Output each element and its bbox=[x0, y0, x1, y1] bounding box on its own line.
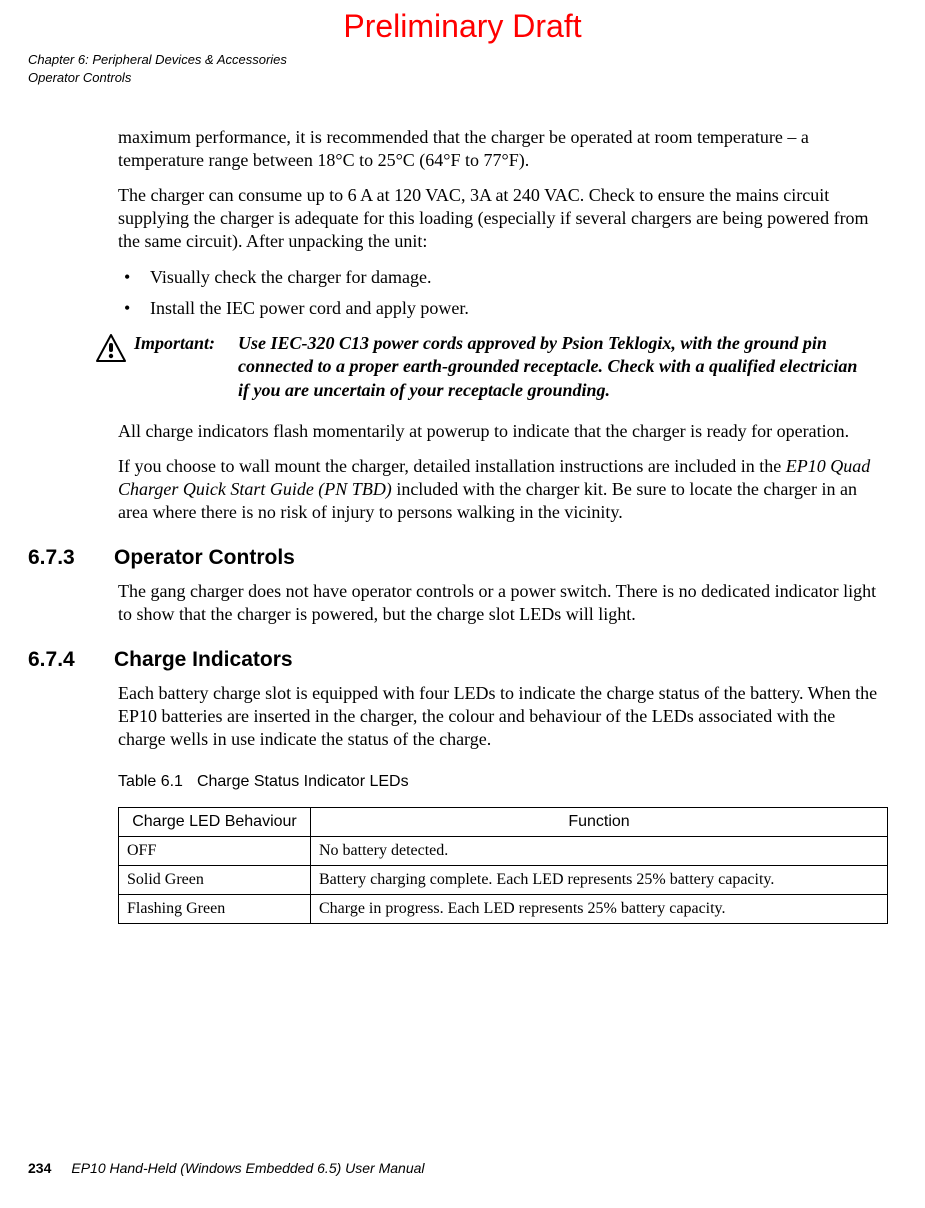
footer-title: EP10 Hand-Held (Windows Embedded 6.5) Us… bbox=[71, 1160, 424, 1176]
table-row: OFF No battery detected. bbox=[119, 837, 888, 866]
chapter-line-2: Operator Controls bbox=[28, 69, 925, 87]
paragraph-charge-slots: Each battery charge slot is equipped wit… bbox=[118, 682, 881, 751]
table-header-cell: Function bbox=[311, 808, 888, 837]
section-title: Operator Controls bbox=[114, 546, 295, 569]
table-row: Solid Green Battery charging complete. E… bbox=[119, 866, 888, 895]
charge-status-table: Charge LED Behaviour Function OFF No bat… bbox=[118, 807, 888, 924]
p4-pre: If you choose to wall mount the charger,… bbox=[118, 456, 786, 476]
chapter-header: Chapter 6: Peripheral Devices & Accessor… bbox=[0, 51, 925, 86]
important-label: Important: bbox=[134, 332, 238, 355]
paragraph-performance: maximum performance, it is recommended t… bbox=[118, 126, 881, 172]
draft-text: Preliminary Draft bbox=[343, 8, 581, 44]
section-num: 6.7.3 bbox=[28, 546, 114, 570]
warning-icon bbox=[96, 334, 130, 402]
table-row: Flashing Green Charge in progress. Each … bbox=[119, 895, 888, 924]
table-number: Table 6.1 bbox=[118, 773, 183, 790]
unpacking-bullets: Visually check the charger for damage. I… bbox=[118, 265, 881, 320]
chapter-line-1: Chapter 6: Peripheral Devices & Accessor… bbox=[28, 51, 925, 69]
page-content: maximum performance, it is recommended t… bbox=[0, 86, 925, 924]
important-text: Important:Use IEC-320 C13 power cords ap… bbox=[134, 332, 858, 402]
bullet-item: Install the IEC power cord and apply pow… bbox=[118, 296, 881, 320]
page-number: 234 bbox=[28, 1160, 51, 1176]
section-num: 6.7.4 bbox=[28, 648, 114, 672]
paragraph-indicators-flash: All charge indicators flash momentarily … bbox=[118, 420, 881, 443]
section-heading-operator-controls: 6.7.3Operator Controls bbox=[28, 546, 881, 570]
table-cell: Solid Green bbox=[119, 866, 311, 895]
section-title: Charge Indicators bbox=[114, 648, 293, 671]
paragraph-gang-charger: The gang charger does not have operator … bbox=[118, 580, 881, 626]
table-caption: Table 6.1 Charge Status Indicator LEDs bbox=[118, 773, 881, 791]
table-cell: Battery charging complete. Each LED repr… bbox=[311, 866, 888, 895]
table-header-cell: Charge LED Behaviour bbox=[119, 808, 311, 837]
important-body: Use IEC-320 C13 power cords approved by … bbox=[238, 332, 858, 402]
table-cell: Flashing Green bbox=[119, 895, 311, 924]
table-cell: OFF bbox=[119, 837, 311, 866]
important-callout: Important:Use IEC-320 C13 power cords ap… bbox=[96, 332, 881, 402]
page-footer: 234 EP10 Hand-Held (Windows Embedded 6.5)… bbox=[28, 1160, 425, 1176]
table-header-row: Charge LED Behaviour Function bbox=[119, 808, 888, 837]
paragraph-wall-mount: If you choose to wall mount the charger,… bbox=[118, 455, 881, 524]
table-cell: No battery detected. bbox=[311, 837, 888, 866]
section-heading-charge-indicators: 6.7.4Charge Indicators bbox=[28, 648, 881, 672]
table-title: Charge Status Indicator LEDs bbox=[197, 773, 409, 790]
preliminary-draft-header: Preliminary Draft bbox=[0, 0, 925, 45]
paragraph-consumption: The charger can consume up to 6 A at 120… bbox=[118, 184, 881, 253]
table-cell: Charge in progress. Each LED represents … bbox=[311, 895, 888, 924]
bullet-item: Visually check the charger for damage. bbox=[118, 265, 881, 289]
